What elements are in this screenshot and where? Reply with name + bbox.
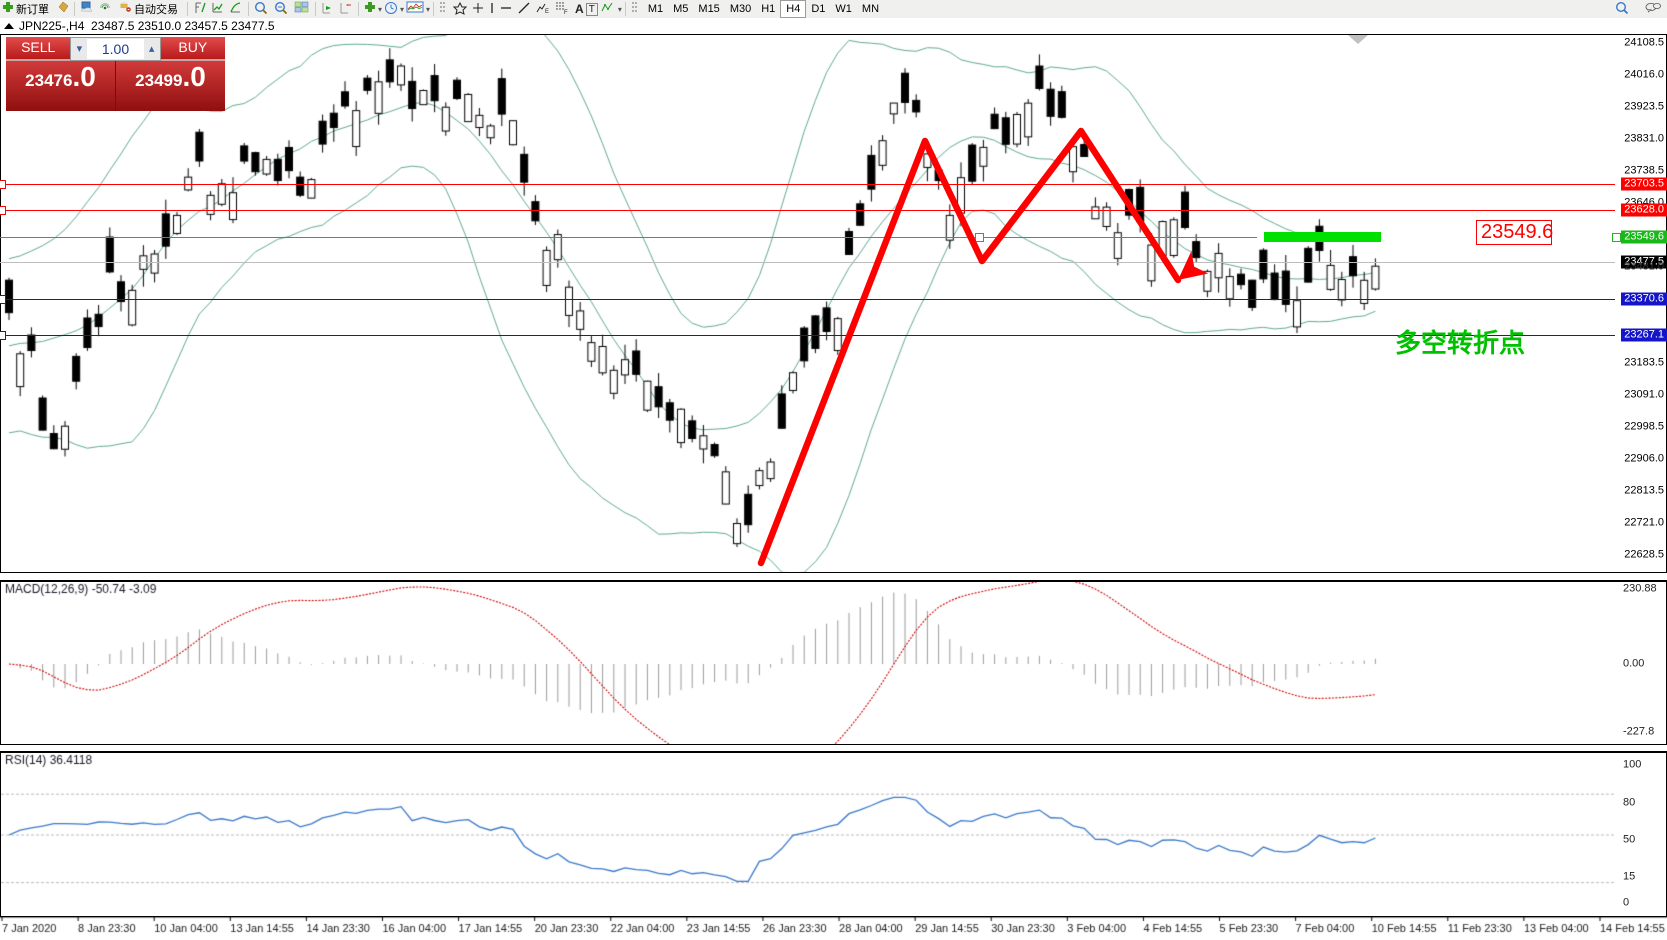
svg-text:E: E [545, 9, 549, 15]
svg-text:F: F [564, 10, 568, 16]
